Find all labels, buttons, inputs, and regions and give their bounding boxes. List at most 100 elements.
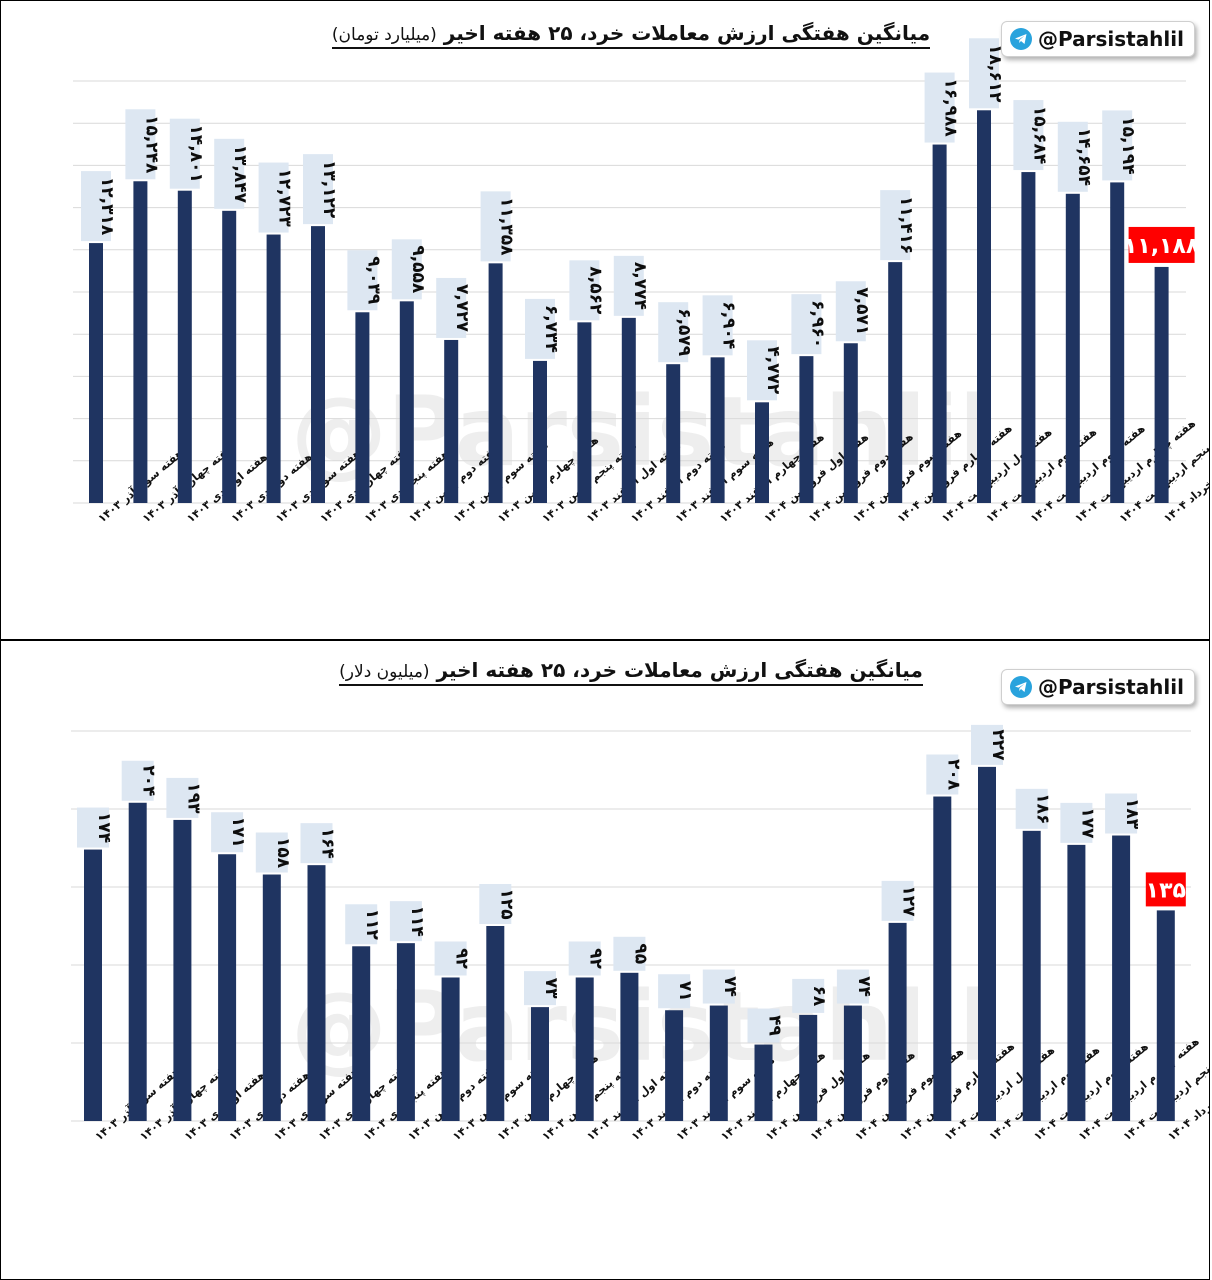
bar — [621, 317, 636, 503]
value-label: ۷,۷۲۷ — [452, 284, 472, 333]
value-label-box — [258, 162, 289, 233]
value-label-box — [658, 974, 691, 1009]
value-label: ۱۴,۸۰۱ — [186, 125, 206, 183]
value-label-box — [125, 109, 156, 180]
value-label: ۴۹ — [765, 1015, 785, 1036]
value-label-box — [971, 724, 1003, 765]
bar — [1112, 835, 1131, 1121]
chart-title-text: میانگین هفتگی ارزش معاملات خرد، ۲۵ هفته … — [443, 21, 931, 49]
bar — [888, 262, 903, 503]
bar — [932, 144, 947, 503]
bar — [266, 234, 281, 504]
value-label-box — [969, 38, 999, 109]
bar — [218, 854, 237, 1121]
value-label-box — [880, 190, 911, 261]
value-label: ۹,۰۳۹ — [363, 256, 383, 305]
bar — [1021, 172, 1036, 503]
chart-subtitle: (میلیارد تومان) — [331, 25, 437, 49]
value-label: ۹۵ — [630, 943, 650, 964]
value-label: ۱۹۳ — [183, 782, 203, 814]
value-label-box — [1057, 121, 1088, 192]
value-label-box — [658, 302, 689, 363]
value-label-box — [121, 760, 154, 801]
bar — [84, 849, 102, 1121]
value-label-box — [881, 880, 914, 921]
bar — [1156, 910, 1175, 1121]
value-label: ۶,۵۷۹ — [674, 308, 694, 357]
value-label-box — [479, 884, 512, 924]
value-label: ۱۶,۹۸۸ — [941, 78, 961, 137]
bar — [1067, 844, 1086, 1121]
bar — [488, 263, 503, 503]
bar — [1022, 830, 1041, 1121]
bar — [128, 802, 147, 1121]
bar — [755, 402, 769, 503]
channel-handle: @Parsistahlil — [1037, 675, 1184, 699]
value-label-box — [792, 978, 825, 1013]
value-label-box — [525, 298, 555, 359]
value-label-box — [702, 969, 735, 1004]
value-label-box — [524, 971, 556, 1006]
bar — [620, 972, 639, 1121]
chart-title-text: میانگین هفتگی ارزش معاملات خرد، ۲۵ هفته … — [436, 658, 923, 686]
value-label-box — [791, 294, 822, 355]
value-label: ۹,۵۵۸ — [408, 245, 428, 294]
bar — [173, 819, 192, 1121]
value-label-box — [391, 239, 422, 300]
bar — [754, 1044, 773, 1121]
value-label-box-highlight — [1145, 872, 1186, 907]
value-label: ۴,۷۷۲ — [763, 346, 783, 395]
value-label: ۱۱,۳۵۸ — [497, 197, 517, 256]
value-label: ۱۳۵ — [1146, 878, 1186, 903]
value-label: ۱۲۵ — [496, 888, 516, 919]
value-label: ۱۲,۷۲۳ — [275, 168, 295, 227]
value-label: ۱۳,۱۲۲ — [319, 160, 339, 219]
bar — [577, 322, 592, 503]
value-label-box — [568, 941, 601, 976]
value-label: ۱۱,۱۸۸ — [1124, 234, 1200, 259]
value-label-box — [169, 118, 200, 189]
bar — [177, 190, 192, 503]
value-label-box — [480, 191, 511, 262]
value-label: ۱۱,۴۱۶ — [896, 196, 916, 254]
bar — [262, 874, 281, 1121]
value-label: ۶۸ — [809, 986, 829, 1007]
bar — [531, 1007, 549, 1121]
value-label: ۷۴ — [720, 976, 740, 997]
value-label-box — [81, 171, 111, 242]
value-label-box — [1105, 793, 1138, 834]
value-label: ۶,۹۶۰ — [807, 300, 827, 348]
value-label-box — [1102, 110, 1133, 181]
value-label: ۷۱ — [675, 981, 695, 1002]
value-label: ۶,۹۰۴ — [719, 301, 739, 349]
bar — [843, 1005, 862, 1121]
value-label-box — [1060, 802, 1093, 843]
value-label: ۱۵,۲۴۸ — [141, 115, 161, 174]
value-label-box — [436, 277, 467, 338]
value-label: ۱۵,۶۸۴ — [1029, 106, 1049, 164]
bar — [396, 943, 415, 1121]
telegram-icon — [1009, 676, 1032, 698]
value-label: ۱۱۴ — [407, 906, 427, 937]
value-label: ۹۲ — [452, 948, 472, 969]
value-label: ۲۰۴ — [139, 765, 159, 796]
value-label-box — [835, 281, 866, 342]
chart-panel-rial: میانگین هفتگی ارزش معاملات خرد، ۲۵ هفته … — [0, 0, 1210, 640]
bar — [1065, 193, 1080, 503]
value-label-box — [345, 904, 378, 945]
chart-subtitle: (میلیون دلار) — [339, 662, 430, 686]
value-label: ۱۲۷ — [899, 885, 919, 917]
chart-title: میانگین هفتگی ارزش معاملات خرد، ۲۵ هفته … — [331, 658, 931, 686]
bar — [441, 977, 460, 1121]
value-label: ۸,۷۷۴ — [630, 262, 650, 310]
bar — [799, 356, 814, 503]
bar — [575, 977, 594, 1121]
bar — [666, 364, 681, 503]
value-label-box — [303, 154, 333, 225]
bar — [665, 1010, 684, 1121]
bar — [89, 243, 103, 503]
bar — [1154, 266, 1169, 503]
value-label-box — [613, 936, 646, 971]
bar — [1110, 182, 1125, 503]
